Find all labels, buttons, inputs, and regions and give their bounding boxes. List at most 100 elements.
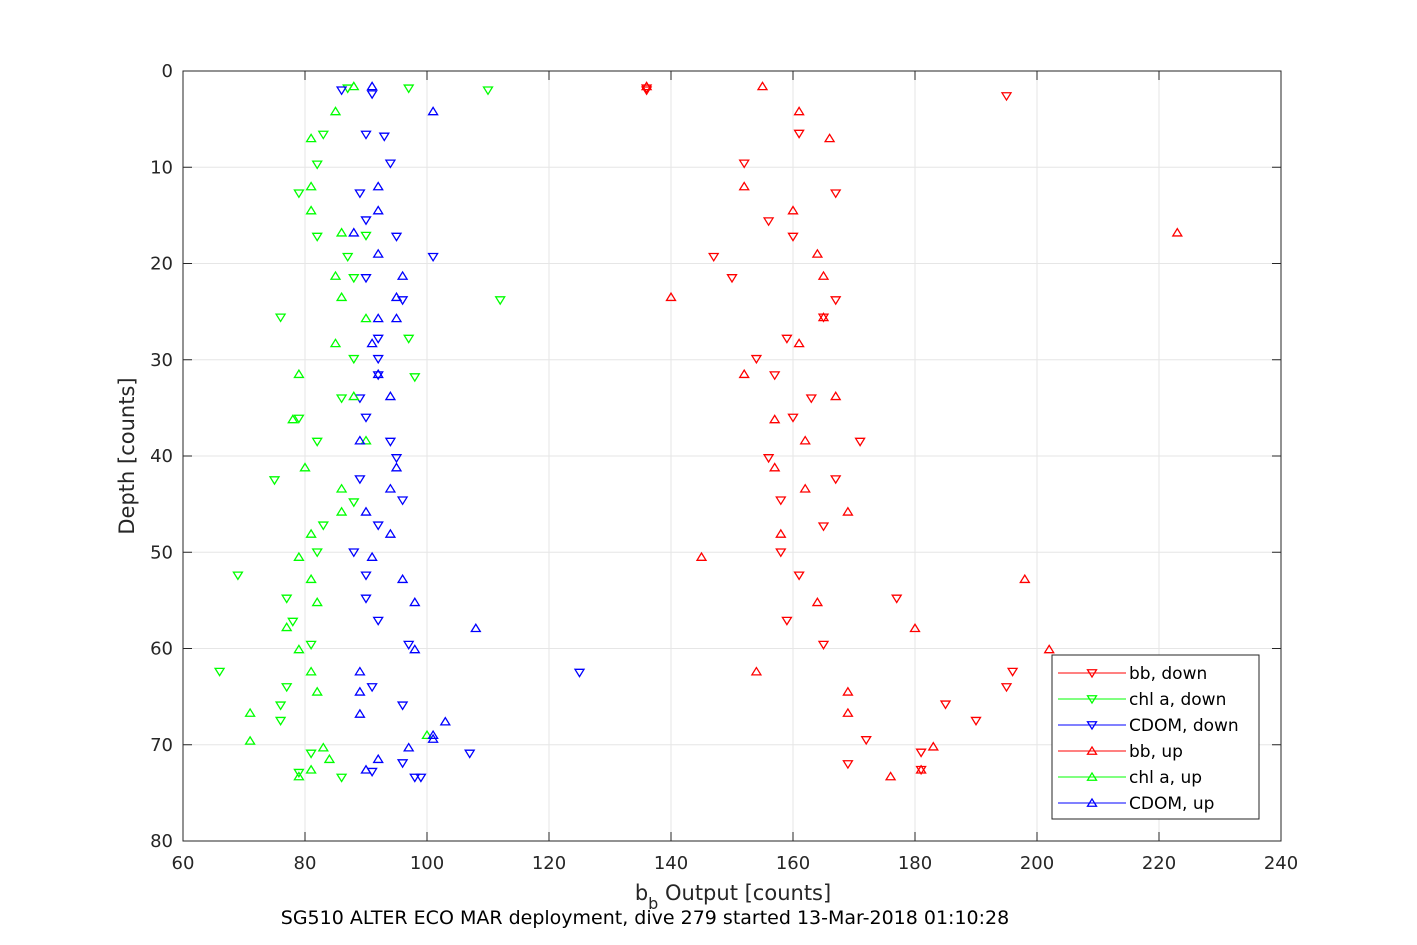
data-point (360, 506, 372, 516)
y-tick-label: 40 (150, 446, 173, 467)
data-point (830, 296, 842, 306)
data-point (470, 623, 482, 633)
data-point (494, 296, 506, 306)
data-point (372, 753, 384, 764)
x-axis-label-subscript: b (648, 894, 658, 913)
data-point (665, 291, 677, 302)
data-point (317, 521, 329, 531)
data-point (640, 84, 653, 94)
data-point (372, 354, 384, 365)
data-point (390, 313, 403, 323)
data-point (366, 90, 378, 100)
data-point (793, 571, 805, 581)
data-point (311, 437, 323, 447)
data-point (305, 205, 317, 215)
data-point (378, 132, 390, 142)
data-point (793, 129, 805, 139)
data-point (329, 106, 342, 116)
axis-ticks: 60 80 100 120 140 160 180 200 220 240010203040506… (150, 61, 1298, 874)
data-point (348, 391, 360, 401)
data-point (335, 506, 348, 516)
data-point (293, 368, 305, 379)
data-point (640, 81, 653, 91)
data-point (781, 616, 793, 626)
data-point (409, 597, 421, 607)
data-point (427, 106, 439, 116)
y-tick-label: 0 (162, 61, 173, 82)
data-point (335, 291, 348, 302)
data-point (372, 616, 384, 626)
data-point (348, 227, 360, 237)
data-point (738, 181, 750, 191)
x-tick-label: 120 (532, 853, 566, 874)
data-point (293, 644, 305, 654)
x-axis-label: bb Output [counts] (635, 881, 831, 913)
data-point (335, 86, 348, 96)
legend-label: bb, up (1129, 742, 1183, 762)
data-point (305, 181, 317, 191)
data-point (274, 701, 287, 711)
data-point (293, 768, 305, 778)
data-point (360, 231, 372, 241)
data-point (854, 437, 866, 447)
legend-marker (1086, 797, 1098, 807)
data-point (817, 522, 830, 532)
data-point (915, 764, 927, 774)
data-point (335, 394, 348, 404)
data-point (384, 528, 397, 538)
data-point (427, 252, 439, 263)
data-point (573, 668, 586, 678)
legend-label: chl a, up (1129, 768, 1202, 788)
data-point (372, 181, 384, 191)
data-point (817, 312, 830, 322)
legend-marker (1086, 721, 1098, 731)
data-point (213, 667, 226, 677)
data-point (695, 551, 708, 561)
data-point (891, 594, 903, 604)
data-point (281, 622, 293, 632)
data-point (787, 205, 799, 215)
data-point (372, 248, 384, 258)
data-point (817, 270, 830, 280)
data-point (396, 701, 409, 711)
series-bb-up (640, 81, 1183, 781)
data-point (860, 736, 872, 746)
data-point (762, 454, 775, 464)
data-point (811, 248, 824, 258)
data-point (823, 133, 836, 143)
data-point (738, 368, 750, 379)
data-point (793, 106, 805, 116)
y-tick-label: 30 (150, 350, 173, 371)
data-point (970, 716, 982, 726)
data-point (360, 313, 372, 323)
data-point (403, 84, 415, 94)
data-point (305, 764, 317, 774)
data-point (390, 462, 403, 472)
x-tick-label: 240 (1264, 853, 1298, 874)
data-point (293, 189, 305, 199)
data-point (293, 771, 305, 781)
data-point (842, 506, 854, 516)
x-tick-label: 200 (1020, 853, 1054, 874)
data-point (909, 623, 921, 633)
data-point (1006, 667, 1019, 677)
data-point (1043, 644, 1055, 654)
data-point (817, 640, 830, 650)
data-point (830, 391, 842, 401)
legend-box (1051, 654, 1260, 820)
y-axis-label: Depth [counts] (115, 377, 139, 534)
data-point (769, 414, 781, 424)
data-point (268, 476, 281, 486)
data-point (842, 760, 854, 770)
data-point (372, 521, 384, 531)
y-tick-label: 50 (150, 542, 173, 563)
data-point (244, 735, 256, 745)
data-point (335, 227, 348, 237)
legend-label: bb, down (1129, 664, 1207, 684)
y-tick-label: 80 (150, 831, 173, 852)
data-point (366, 683, 378, 693)
data-point (354, 708, 366, 718)
data-point (354, 475, 366, 485)
data-point (421, 729, 433, 740)
